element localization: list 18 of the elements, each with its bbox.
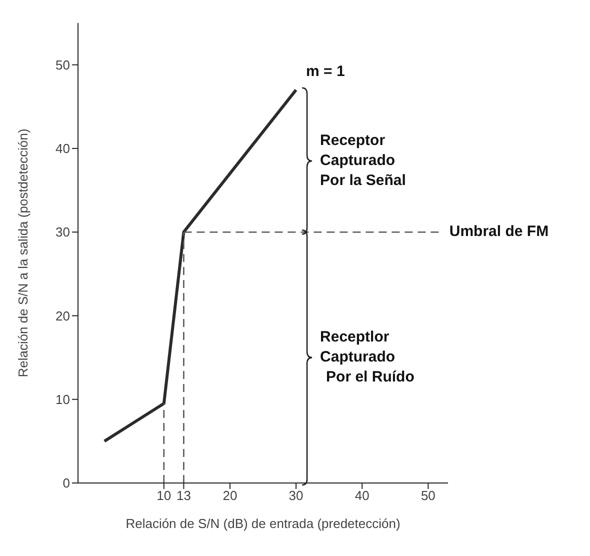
annotation: Receptor Capturado Por la Señal xyxy=(320,132,406,189)
x-tick-label: 30 xyxy=(288,488,304,504)
x-tick-label: 40 xyxy=(354,488,370,504)
y-axis-title: Relación de S/N a la salida (postdetección) xyxy=(16,128,31,378)
y-tick-label: 30 xyxy=(56,224,70,240)
y-tick-label: 40 xyxy=(56,141,70,156)
x-tick-label: 13 xyxy=(176,488,191,504)
x-axis-title: Relación de S/N (dB) de entrada (predetección) xyxy=(126,516,400,531)
x-tick-label: 50 xyxy=(420,488,436,504)
x-tick-label: 10 xyxy=(156,488,172,504)
annotation: Receptlor Capturado Por el Ruído xyxy=(320,328,414,386)
annotation: Umbral de FM xyxy=(449,223,549,240)
y-tick-label: 20 xyxy=(56,308,70,324)
annotation: m = 1 xyxy=(306,62,345,80)
y-tick-label: 10 xyxy=(56,392,70,407)
y-tick-label: 50 xyxy=(56,57,70,72)
y-tick-label: 0 xyxy=(62,476,70,491)
x-tick-label: 20 xyxy=(222,488,238,504)
